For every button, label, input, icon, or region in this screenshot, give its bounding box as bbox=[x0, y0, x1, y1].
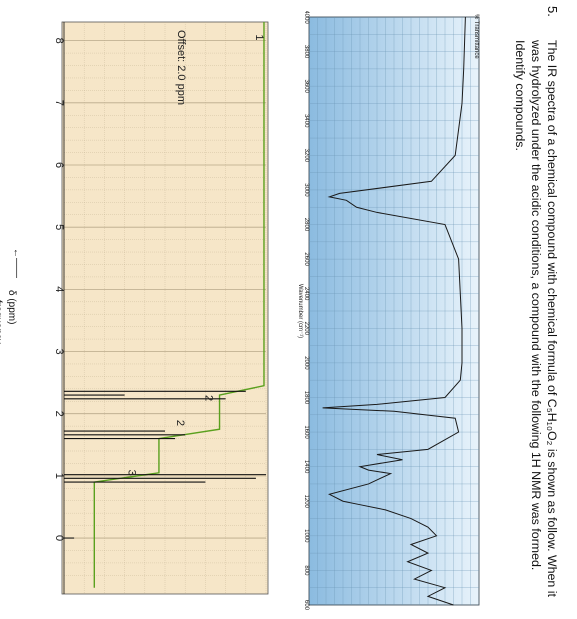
ir-tick-label: 3200 bbox=[303, 149, 309, 163]
nmr-arrow: ←—— bbox=[11, 248, 22, 278]
nmr-integration-label: 2 bbox=[202, 395, 214, 401]
nmr-integration-labels: 1 2 2 3 bbox=[126, 34, 265, 475]
nmr-tick-label: 2 bbox=[56, 411, 65, 417]
question-text: The IR spectra of a chemical compound wi… bbox=[513, 40, 559, 597]
ir-tick-label: 1200 bbox=[303, 495, 309, 509]
nmr-integration-label: 2 bbox=[174, 420, 186, 426]
ir-tick-label: 2600 bbox=[303, 252, 309, 266]
nmr-direction-label: frequency bbox=[0, 300, 3, 344]
nmr-tick-label: 1 bbox=[56, 473, 65, 479]
nmr-tick-label: 4 bbox=[56, 286, 65, 292]
ir-trace bbox=[322, 16, 466, 606]
ir-tick-label: 3400 bbox=[303, 114, 309, 128]
ir-tick-label: 2200 bbox=[303, 322, 309, 336]
ir-tick-label: 1800 bbox=[303, 391, 309, 405]
nmr-tick-label: 3 bbox=[56, 348, 65, 354]
ir-tick-label: 4000 bbox=[303, 11, 309, 24]
nmr-peaks bbox=[63, 22, 266, 594]
nmr-xlabel: δ (ppm) bbox=[6, 290, 17, 325]
ir-spectrum: % Transmittance Wavenumber (cm⁻¹) 4000 38… bbox=[297, 11, 480, 611]
ir-tick-label: 1600 bbox=[303, 425, 309, 439]
ir-tick-label: 3600 bbox=[303, 79, 309, 93]
nmr-integral-curve bbox=[93, 22, 265, 588]
nmr-ticks: 8 7 6 5 4 3 2 1 0 bbox=[56, 38, 65, 542]
ir-ylabel: % Transmittance bbox=[473, 14, 479, 59]
ir-tick-label: 1000 bbox=[303, 529, 309, 543]
ir-grid bbox=[308, 16, 480, 606]
ir-tick-label: 2000 bbox=[303, 356, 309, 370]
ir-tick-label: 3800 bbox=[303, 45, 309, 59]
question-number: 5. bbox=[545, 6, 560, 17]
ir-tick-label: 3000 bbox=[303, 183, 309, 197]
nmr-tick-label: 8 bbox=[56, 38, 65, 44]
nmr-tick-label: 5 bbox=[56, 224, 65, 230]
ir-tick-label: 2800 bbox=[303, 218, 309, 232]
ir-xlabel: Wavenumber (cm⁻¹) bbox=[297, 284, 303, 338]
nmr-tick-label: 0 bbox=[56, 535, 65, 541]
ir-ticks: 4000 3800 3600 3400 3200 3000 2800 2600 2400 2200… bbox=[303, 11, 309, 611]
nmr-tick-label: 6 bbox=[56, 162, 65, 168]
ir-tick-label: 600 bbox=[303, 600, 309, 611]
nmr-spectrum: 1 2 2 3 Offset: 2.0 ppm 8 7 6 5 4 3 2 1 0 bbox=[56, 21, 269, 595]
nmr-integration-label: 1 bbox=[253, 34, 265, 40]
nmr-integration-label: 3 bbox=[126, 470, 138, 476]
ir-tick-label: 1400 bbox=[303, 460, 309, 474]
ir-tick-label: 2400 bbox=[303, 287, 309, 301]
nmr-tick-label: 7 bbox=[56, 100, 65, 106]
nmr-offset-note: Offset: 2.0 ppm bbox=[175, 30, 187, 105]
ir-tick-label: 800 bbox=[303, 565, 309, 576]
